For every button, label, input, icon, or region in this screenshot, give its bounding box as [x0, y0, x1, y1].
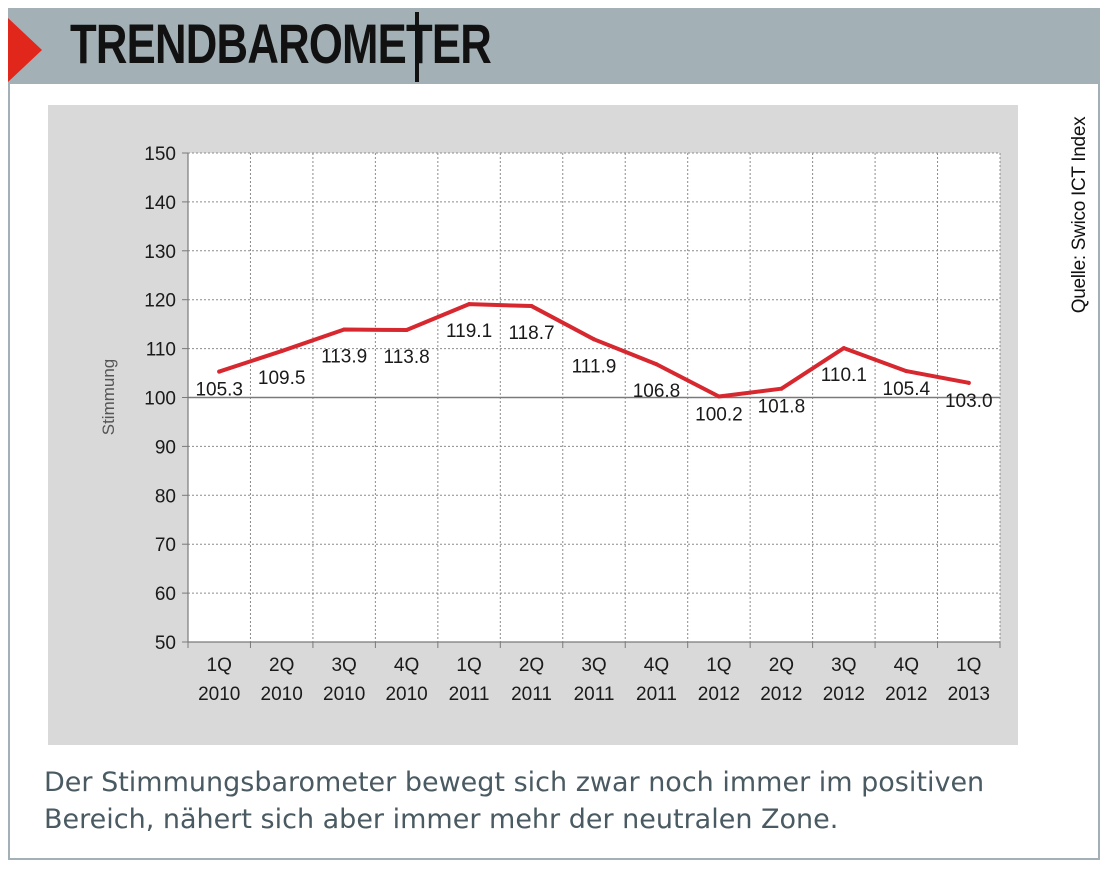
x-tick-label-year: 2012: [823, 684, 865, 705]
data-point: [279, 349, 284, 354]
x-tick-label-year: 2012: [885, 684, 927, 705]
data-label: 100.2: [695, 405, 743, 426]
y-tick-label: 90: [155, 437, 176, 458]
header-bar: [8, 8, 1100, 84]
data-point: [467, 302, 472, 307]
data-point: [529, 304, 534, 309]
trend-chart: 105.3 109.5 113.9 113.8 119.1 118.7 111.9 106.8…: [48, 105, 1018, 745]
data-label: 103.0: [945, 391, 993, 412]
x-tick-label-quarter: 4Q: [394, 655, 419, 676]
data-point: [716, 394, 721, 399]
x-tick-label-year: 2011: [511, 684, 552, 705]
y-tick-label: 80: [155, 486, 176, 507]
data-label: 110.1: [821, 365, 867, 386]
data-point: [904, 369, 909, 374]
x-tick-label-quarter: 4Q: [894, 655, 919, 676]
y-tick-label: 130: [144, 242, 176, 263]
x-tick-label-year: 2012: [760, 684, 802, 705]
x-tick-label-quarter: 1Q: [956, 655, 981, 676]
source-label: Quelle: Swico ICT Index: [1069, 116, 1090, 314]
data-label: 101.8: [758, 397, 806, 418]
data-label: 106.8: [633, 381, 681, 402]
x-tick-label-quarter: 2Q: [769, 655, 794, 676]
x-tick-label-year: 2012: [698, 684, 740, 705]
x-tick-label-year: 2010: [261, 684, 303, 705]
data-label: 113.8: [384, 347, 430, 368]
data-label: 118.7: [508, 323, 554, 344]
red-arrow-icon: [8, 18, 42, 82]
x-tick-label-year: 2011: [449, 684, 490, 705]
x-tick-label-quarter: 1Q: [706, 655, 731, 676]
chart-caption: Der Stimmungsbarometer bewegt sich zwar …: [44, 767, 985, 835]
data-point: [404, 328, 409, 333]
data-point: [342, 327, 347, 332]
x-tick-label-year: 2013: [948, 684, 990, 705]
x-tick-label-quarter: 4Q: [644, 655, 669, 676]
y-tick-label: 60: [155, 584, 176, 605]
y-axis-title: Stimmung: [99, 359, 118, 436]
x-tick-label-year: 2010: [198, 684, 240, 705]
data-label: 111.9: [572, 356, 617, 377]
data-label: 113.9: [321, 347, 367, 368]
data-point: [841, 346, 846, 351]
x-tick-label-quarter: 1Q: [456, 655, 481, 676]
x-tick-label-year: 2010: [323, 684, 365, 705]
x-tick-label-year: 2011: [636, 684, 677, 705]
y-tick-label: 120: [144, 291, 176, 312]
x-tick-label-year: 2010: [385, 684, 427, 705]
x-tick-label-quarter: 2Q: [519, 655, 544, 676]
y-tick-label: 100: [144, 389, 176, 410]
y-tick-label: 110: [146, 340, 176, 361]
x-tick-label-quarter: 3Q: [331, 655, 356, 676]
data-label: 105.3: [195, 380, 243, 401]
x-tick-label-quarter: 2Q: [269, 655, 294, 676]
data-point: [592, 337, 596, 342]
y-tick-label: 140: [144, 193, 176, 214]
page-title: TRENDBAROMETER: [70, 12, 492, 75]
data-label: 105.4: [883, 379, 931, 400]
title-divider: [415, 12, 419, 82]
x-tick-label-quarter: 1Q: [207, 655, 232, 676]
y-tick-label: 70: [155, 535, 176, 556]
data-point: [779, 386, 784, 391]
x-tick-label-year: 2011: [574, 684, 615, 705]
data-label: 109.5: [258, 368, 306, 389]
y-tick-label: 50: [155, 633, 176, 654]
x-tick-label-quarter: 3Q: [581, 655, 606, 676]
data-point: [217, 369, 222, 374]
data-label: 119.1: [446, 321, 492, 342]
x-tick-label-quarter: 3Q: [831, 655, 856, 676]
data-point: [654, 362, 659, 367]
data-point: [966, 380, 971, 385]
y-tick-label: 150: [144, 144, 176, 165]
